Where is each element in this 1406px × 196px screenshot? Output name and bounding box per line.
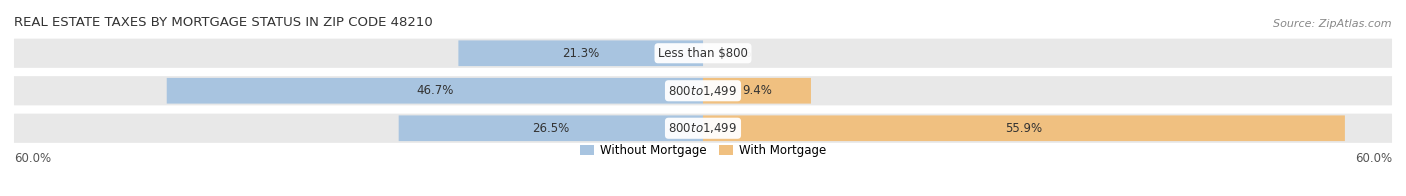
Text: 55.9%: 55.9%: [1005, 122, 1042, 135]
Text: 21.3%: 21.3%: [562, 47, 599, 60]
FancyBboxPatch shape: [14, 114, 1392, 143]
Text: 60.0%: 60.0%: [14, 152, 51, 165]
Text: $800 to $1,499: $800 to $1,499: [668, 121, 738, 135]
FancyBboxPatch shape: [458, 40, 703, 66]
FancyBboxPatch shape: [167, 78, 703, 103]
Text: 60.0%: 60.0%: [1355, 152, 1392, 165]
FancyBboxPatch shape: [703, 78, 811, 103]
FancyBboxPatch shape: [14, 39, 1392, 68]
Text: Source: ZipAtlas.com: Source: ZipAtlas.com: [1274, 19, 1392, 29]
FancyBboxPatch shape: [399, 115, 703, 141]
Text: $800 to $1,499: $800 to $1,499: [668, 84, 738, 98]
Text: Less than $800: Less than $800: [658, 47, 748, 60]
Text: 9.4%: 9.4%: [742, 84, 772, 97]
Text: REAL ESTATE TAXES BY MORTGAGE STATUS IN ZIP CODE 48210: REAL ESTATE TAXES BY MORTGAGE STATUS IN …: [14, 16, 433, 29]
Text: 0.0%: 0.0%: [723, 47, 752, 60]
FancyBboxPatch shape: [14, 76, 1392, 105]
Text: 26.5%: 26.5%: [533, 122, 569, 135]
Legend: Without Mortgage, With Mortgage: Without Mortgage, With Mortgage: [575, 139, 831, 162]
FancyBboxPatch shape: [703, 115, 1346, 141]
Text: 46.7%: 46.7%: [416, 84, 454, 97]
